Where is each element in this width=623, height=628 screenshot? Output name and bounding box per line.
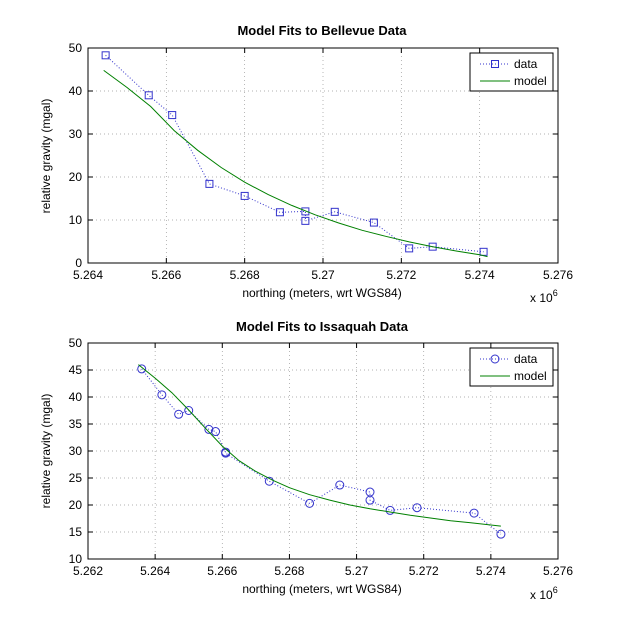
y-tick-label: 10 [69, 552, 83, 566]
y-axis-label: relative gravity (mgal) [39, 394, 53, 509]
chart-title: Model Fits to Issaquah Data [236, 319, 409, 334]
data-point-circle [385, 505, 395, 515]
x-tick-label: 5.268 [274, 564, 304, 578]
data-point-circle [365, 495, 375, 505]
data-point-square [101, 51, 110, 60]
x-multiplier-exponent: 6 [553, 288, 558, 298]
legend-data-marker [490, 354, 500, 364]
model-line [138, 364, 501, 527]
data-point-square [301, 216, 310, 225]
x-tick-label: 5.276 [543, 564, 573, 578]
x-tick-label: 5.272 [409, 564, 439, 578]
x-tick-label: 5.262 [73, 564, 103, 578]
x-tick-label: 5.27 [345, 564, 369, 578]
data-point-circle [496, 529, 506, 539]
data-point-circle [305, 498, 315, 508]
y-tick-label: 40 [69, 84, 83, 98]
data-line [105, 54, 484, 253]
data-point-square [144, 91, 153, 100]
data-point-circle [157, 390, 167, 400]
data-point-square [369, 218, 378, 227]
x-tick-label: 5.268 [230, 268, 260, 282]
series-layer [101, 51, 488, 258]
chart-title: Model Fits to Bellevue Data [237, 23, 407, 38]
x-tick-label: 5.264 [73, 268, 103, 282]
y-tick-label: 0 [75, 256, 82, 270]
data-point-circle [137, 364, 147, 374]
x-tick-label: 5.276 [543, 268, 573, 282]
x-multiplier-base: x 10 [530, 291, 553, 305]
bellevue-chart: Model Fits to Bellevue Data 5.264 5.266 5.… [39, 23, 573, 305]
legend-model-label: model [514, 369, 547, 383]
data-point-square [405, 244, 414, 253]
series-layer [137, 364, 506, 539]
y-tick-label: 25 [69, 471, 83, 485]
y-tick-label: 20 [69, 170, 83, 184]
x-axis-label: northing (meters, wrt WGS84) [242, 582, 401, 596]
y-tick-label: 30 [69, 444, 83, 458]
x-tick-label: 5.266 [207, 564, 237, 578]
data-point-circle [204, 424, 214, 434]
y-tick-label: 10 [69, 213, 83, 227]
data-point-circle [264, 476, 274, 486]
issaquah-chart: Model Fits to Issaquah Data 5.262 5.264 5.… [39, 319, 573, 602]
y-tick-label: 35 [69, 417, 83, 431]
y-tick-label: 15 [69, 525, 83, 539]
legend-box [469, 347, 554, 387]
data-point-circle [412, 503, 422, 513]
x-tick-label: 5.274 [476, 564, 506, 578]
data-point-circle [174, 409, 184, 419]
x-tick-label: 5.266 [151, 268, 181, 282]
legend-data-label: data [514, 57, 538, 71]
x-axis-label: northing (meters, wrt WGS84) [242, 286, 401, 300]
data-point-square [330, 207, 339, 216]
y-tick-label: 50 [69, 41, 83, 55]
legend-model-label: model [514, 74, 547, 88]
data-point-circle [184, 406, 194, 415]
x-tick-label: 5.272 [386, 268, 416, 282]
x-tick-label: 5.264 [140, 564, 170, 578]
data-point-square [205, 179, 214, 188]
y-axis-label: relative gravity (mgal) [39, 99, 53, 214]
x-multiplier-exponent: 6 [553, 585, 558, 595]
data-point-square [301, 207, 310, 216]
legend: data model [469, 347, 554, 387]
legend-box [469, 52, 554, 92]
x-multiplier: x 106 [530, 288, 558, 305]
y-tick-label: 40 [69, 390, 83, 404]
data-point-circle [469, 508, 479, 518]
data-point-square [240, 191, 249, 200]
legend: data model [469, 52, 554, 92]
plot-frame [87, 342, 559, 560]
legend-data-label: data [514, 352, 538, 366]
y-tick-label: 30 [69, 127, 83, 141]
legend-data-marker [491, 60, 499, 68]
y-tick-label: 20 [69, 498, 83, 512]
x-tick-label: 5.27 [311, 268, 335, 282]
data-point-square [275, 208, 284, 217]
tick-labels: 5.264 5.266 5.268 5.27 5.272 5.274 5.276 0 10 20 3… [69, 41, 574, 282]
tick-labels: 5.262 5.264 5.266 5.268 5.27 5.272 5.274 5.276 1… [69, 336, 574, 578]
data-point-square [428, 242, 437, 251]
plot-frame [87, 47, 559, 264]
y-tick-label: 45 [69, 363, 83, 377]
x-multiplier: x 106 [530, 585, 558, 602]
data-point-circle [335, 480, 345, 490]
model-line [103, 69, 488, 258]
x-tick-label: 5.274 [465, 268, 495, 282]
y-tick-label: 50 [69, 336, 83, 350]
data-point-circle [211, 427, 221, 437]
data-point-square [168, 111, 177, 120]
x-multiplier-base: x 10 [530, 588, 553, 602]
